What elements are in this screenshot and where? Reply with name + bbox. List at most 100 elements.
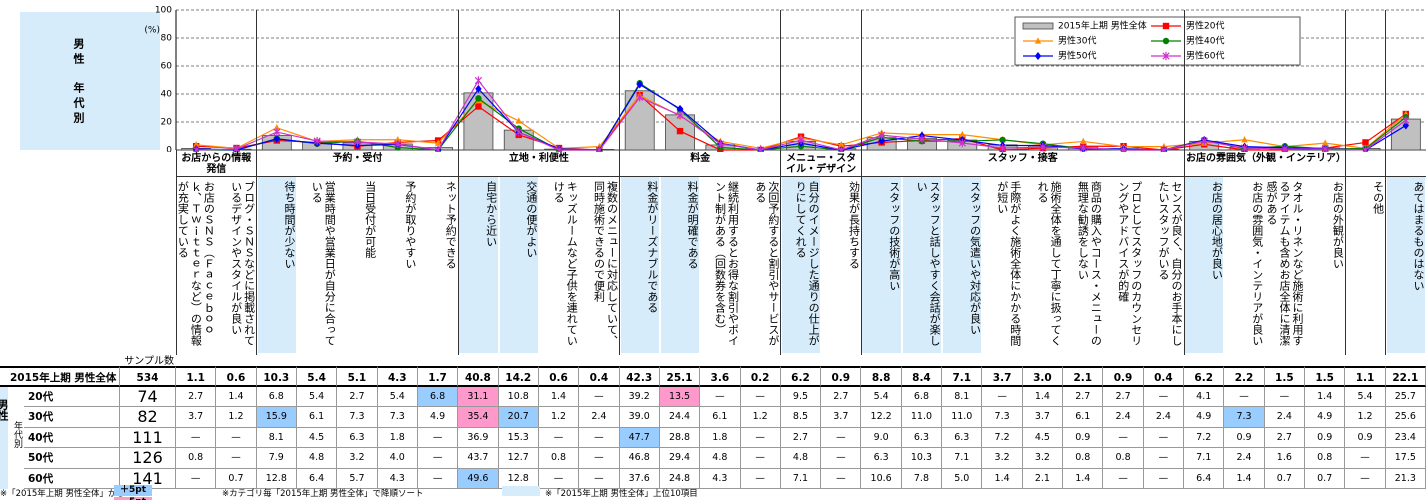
- table-cell: 6.8: [256, 387, 297, 408]
- marker: [636, 93, 644, 102]
- table-group-label: 男性: [0, 387, 9, 489]
- table-cell: 4.3: [700, 468, 741, 489]
- row-label: 2015年上期 男性全体: [0, 366, 120, 387]
- table-cell: 1.4: [216, 387, 257, 408]
- marker: [515, 117, 522, 124]
- table-cell: —: [821, 427, 862, 449]
- marker: [716, 139, 724, 149]
- table-cell: 3.7: [821, 407, 862, 428]
- marker: [192, 145, 200, 152]
- top-note: ※「2015年上期 男性全体」上位10項目: [545, 489, 698, 499]
- table-cell: 7.3: [1224, 407, 1265, 428]
- marker: [757, 145, 765, 152]
- table-cell: 3.7: [1022, 407, 1064, 428]
- table-cell: 1.4: [1063, 468, 1104, 489]
- item-label: 自分のイメージした通りの仕上がりにしてくれる: [781, 177, 821, 353]
- group-header: スタッフ・接客: [987, 153, 1058, 164]
- table-cell: 3.2: [982, 448, 1023, 469]
- table-cell: 20.7: [498, 407, 539, 428]
- table-cell: 2.7: [1264, 427, 1306, 449]
- marker: [475, 95, 482, 102]
- item-label: ネット予約できる: [444, 181, 458, 269]
- table-cell: 0.4: [579, 366, 620, 387]
- title-box: [20, 12, 160, 150]
- table-cell: 6.8: [417, 387, 459, 408]
- table-cell: 7.1: [1184, 448, 1225, 469]
- marker: [797, 135, 805, 145]
- table-cell: 0.9: [1224, 427, 1265, 449]
- table-cell: 47.7: [619, 427, 660, 449]
- table-cell: 43.7: [458, 448, 499, 469]
- marker: [878, 130, 886, 140]
- table-cell: 2.4: [1264, 407, 1306, 428]
- legend-label: 男性50代: [1058, 50, 1096, 62]
- group-divider: [780, 10, 782, 355]
- item-label: 料金がリーズナブルである: [620, 177, 659, 353]
- marker: [475, 84, 482, 93]
- marker: [595, 145, 604, 152]
- group-divider: [619, 10, 621, 355]
- table-cell: 3.7: [982, 366, 1023, 387]
- table-cell: 7.1: [942, 448, 983, 469]
- table-cell: 25.1: [659, 366, 701, 387]
- table-cell: 0.6: [216, 366, 257, 387]
- table-cell: 7.3: [982, 407, 1023, 428]
- table-cell: —: [1345, 468, 1386, 489]
- item-label: 効果が長持ちする: [847, 181, 861, 269]
- sample-size: 111: [120, 427, 176, 449]
- table-cell: 0.9: [1305, 427, 1346, 449]
- row-label: 50代: [24, 448, 120, 469]
- table-cell: 8.4: [901, 366, 943, 387]
- marker: [1321, 139, 1329, 146]
- table-cell: 15.3: [498, 427, 539, 449]
- marker: [1119, 145, 1128, 152]
- table-cell: 0.9: [1063, 427, 1104, 449]
- marker: [676, 111, 684, 120]
- table-cell: 6.3: [861, 448, 902, 469]
- table-cell: 4.8: [780, 448, 822, 469]
- marker: [1039, 142, 1047, 152]
- table-cell: 31.1: [458, 387, 499, 408]
- table-cell: 10.8: [498, 387, 539, 408]
- marker: [1402, 121, 1410, 130]
- table-cell: 2.7: [176, 387, 217, 408]
- table-cell: 25.6: [1385, 407, 1426, 428]
- marker: [958, 138, 966, 148]
- group-header: 予約・受付: [332, 153, 383, 164]
- y-tick-label: 60: [161, 62, 173, 72]
- table-cell: 14.2: [498, 366, 539, 387]
- table-cell: 1.4: [1224, 468, 1265, 489]
- marker: [273, 123, 281, 131]
- item-label: センスが良く、自分のお手本にしたいスタッフがいる: [1157, 181, 1184, 346]
- table-cell: —: [1143, 427, 1185, 449]
- table-cell: —: [579, 448, 620, 469]
- table-cell: 11.0: [901, 407, 943, 428]
- table-cell: 10.3: [901, 448, 943, 469]
- group-header: 立地・利便性: [508, 153, 569, 164]
- table-cell: 29.4: [659, 448, 701, 469]
- table-cell: 6.3: [337, 427, 378, 449]
- table-cell: 0.6: [538, 366, 580, 387]
- row-label: 20代: [24, 387, 120, 408]
- group-header: お店の雰囲気（外観・インテリア）: [1186, 153, 1346, 164]
- table-cell: 1.8: [700, 427, 741, 449]
- table-cell: 1.4: [982, 468, 1023, 489]
- bar: [463, 92, 494, 151]
- table-cell: 1.4: [538, 387, 580, 408]
- table-cell: 2.2: [1224, 366, 1265, 387]
- legend-label: 男性20代: [1186, 20, 1224, 32]
- table-cell: 1.2: [740, 407, 781, 428]
- table-cell: 2.7: [337, 387, 378, 408]
- marker: [273, 134, 281, 143]
- table-cell: 13.5: [659, 387, 701, 408]
- marker: [1080, 137, 1087, 145]
- table-cell: 6.2: [1184, 366, 1225, 387]
- table-cell: 0.9: [1103, 366, 1144, 387]
- table-cell: 4.1: [1184, 387, 1225, 408]
- y-tick-label: 100: [155, 6, 172, 16]
- table-cell: 0.7: [216, 468, 257, 489]
- table-cell: —: [1143, 387, 1185, 408]
- table-cell: 46.8: [619, 448, 660, 469]
- table-cell: 3.7: [176, 407, 217, 428]
- table-cell: 7.1: [942, 366, 983, 387]
